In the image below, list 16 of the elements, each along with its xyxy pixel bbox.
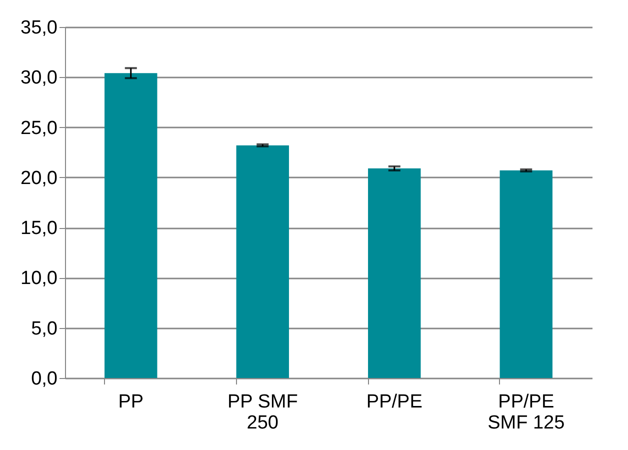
x-tick-label: PP <box>118 392 144 412</box>
y-tick-label: 25,0 <box>20 118 58 139</box>
bar <box>236 145 289 378</box>
y-tick-label: 35,0 <box>20 18 58 38</box>
y-tick-label: 5,0 <box>31 318 58 340</box>
bar <box>368 168 421 378</box>
x-tick-label: PP/PE <box>366 392 422 412</box>
x-tick-label: PP/PE SMF 125 <box>488 392 565 434</box>
y-tick-label: 15,0 <box>20 218 58 240</box>
x-tick-label: PP SMF 250 <box>227 392 298 434</box>
y-tick-label: 0,0 <box>31 368 58 390</box>
y-tick-label: 30,0 <box>20 68 58 89</box>
y-tick-label: 10,0 <box>20 268 58 290</box>
bar <box>104 73 158 378</box>
y-tick-label: 20,0 <box>20 168 58 189</box>
bar <box>500 170 552 378</box>
